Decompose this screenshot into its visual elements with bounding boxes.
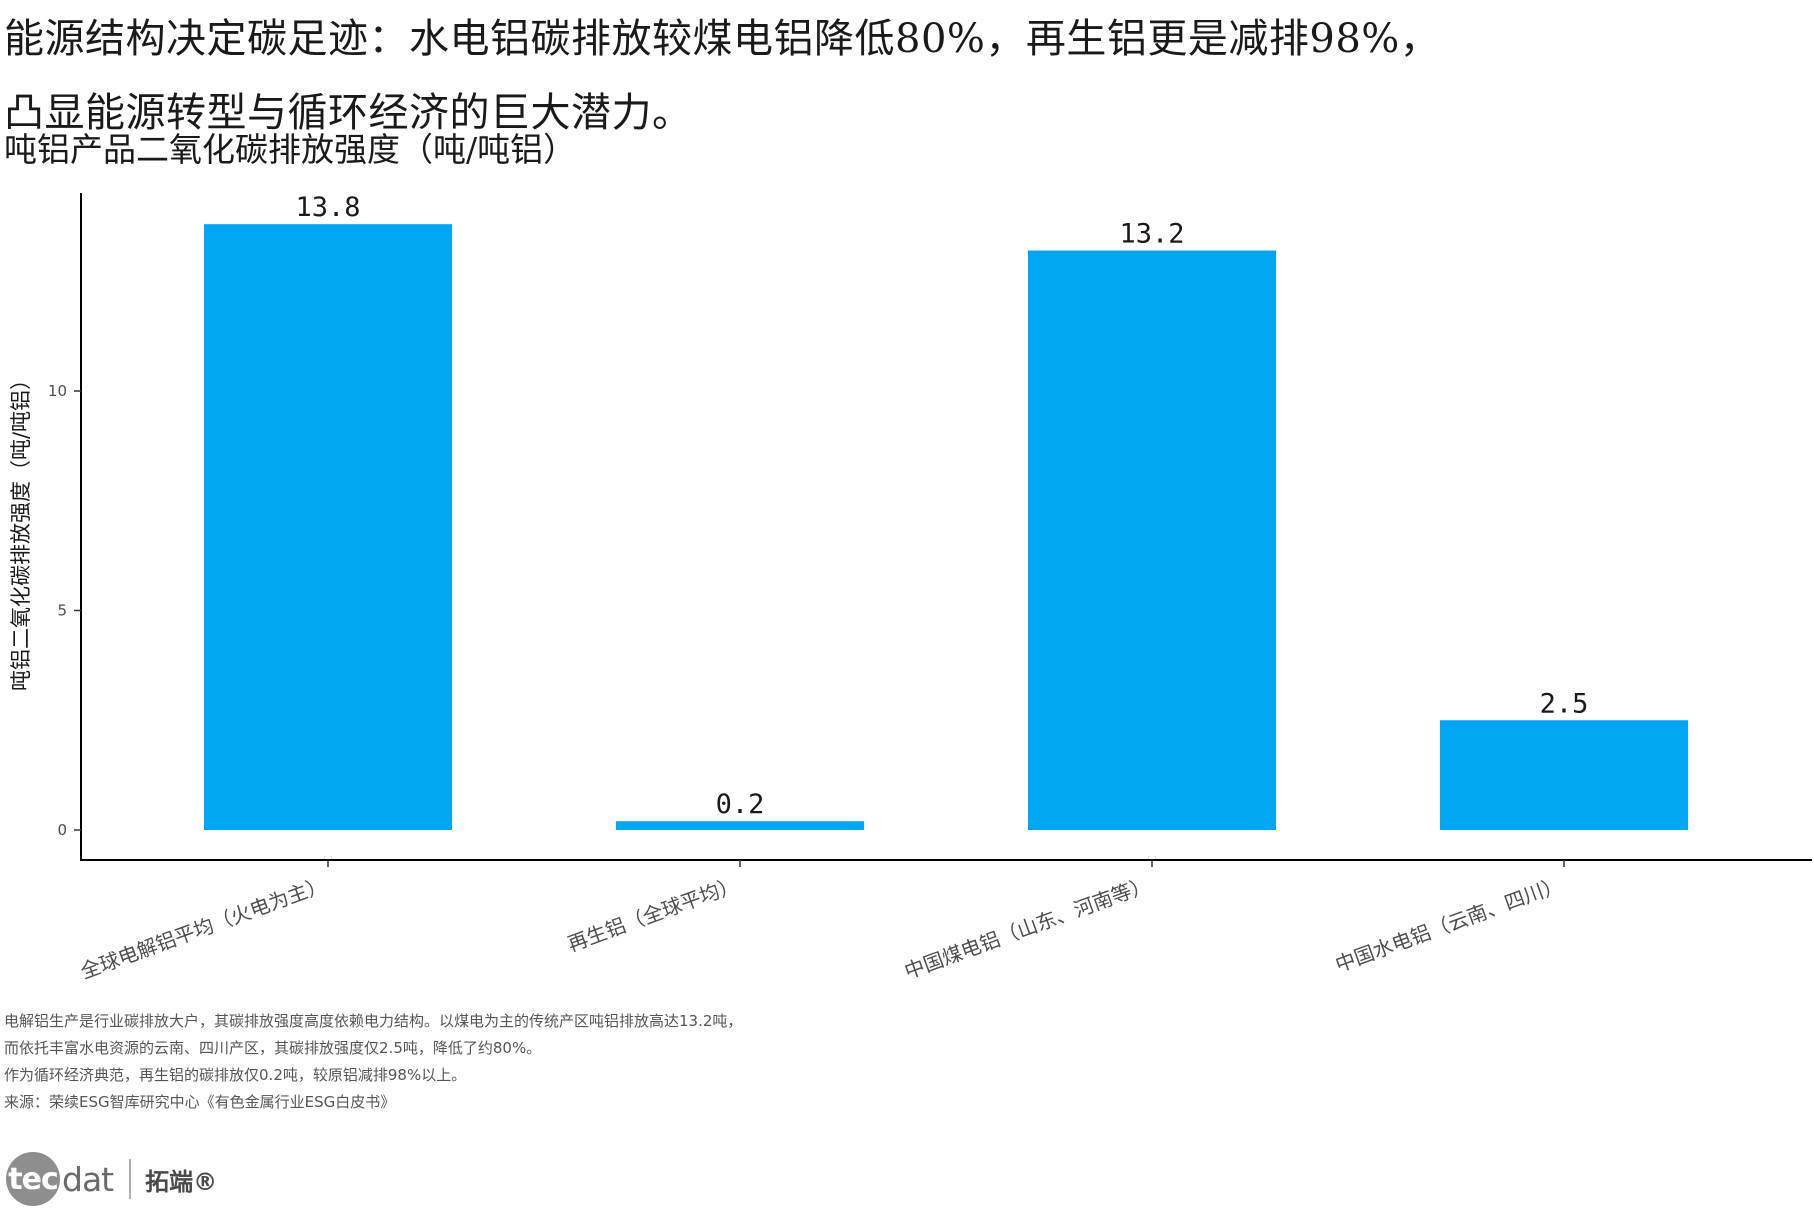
tecdat-logo: tec dat 拓端®: [6, 1150, 217, 1208]
note-line-2: 而依托丰富水电资源的云南、四川产区，其碳排放强度仅2.5吨，降低了约80%。: [4, 1039, 542, 1057]
source-line: 来源：荣续ESG智库研究中心《有色金属行业ESG白皮书》: [4, 1093, 396, 1111]
y-tick-label: 0: [57, 821, 67, 839]
bar: [616, 821, 864, 830]
logo-circle: tec: [6, 1152, 60, 1206]
x-tick-label: 中国煤电铝（山东、河南等）: [901, 872, 1154, 983]
headline-line-1: 能源结构决定碳足迹：水电铝碳排放较煤电铝降低80%，再生铝更是减排98%，: [4, 16, 1441, 62]
bar-value-label: 13.8: [295, 192, 360, 223]
note-line-1: 电解铝生产是行业碳排放大户，其碳排放强度高度依赖电力结构。以煤电为主的传统产区吨…: [4, 1012, 743, 1030]
y-tick-label: 10: [48, 382, 67, 400]
bar-value-label: 2.5: [1540, 688, 1589, 719]
chart-subtitle: 吨铝产品二氧化碳排放强度（吨/吨铝）: [4, 130, 577, 169]
x-tick-label: 再生铝（全球平均）: [564, 872, 741, 956]
logo-divider: [129, 1159, 132, 1199]
bar-value-label: 0.2: [716, 789, 765, 820]
bar: [1440, 720, 1688, 830]
bar-value-label: 13.2: [1119, 219, 1184, 250]
bar: [204, 224, 452, 830]
headline: 能源结构决定碳足迹：水电铝碳排放较煤电铝降低80%，再生铝更是减排98%， 凸显…: [4, 2, 1794, 150]
headline-line-2: 凸显能源转型与循环经济的巨大潜力。: [4, 90, 693, 136]
bar-chart: 0 5 10 吨铝二氧化碳排放强度（吨/吨铝） 13.8 全球电解铝平均（火电为主） 0.2…: [9, 192, 1812, 984]
bar: [1028, 250, 1276, 830]
logo-wordmark: dat: [62, 1159, 114, 1199]
x-tick-label: 全球电解铝平均（火电为主）: [77, 872, 330, 983]
x-tick-label: 中国水电铝（云南、四川）: [1332, 872, 1566, 977]
axes: [80, 193, 1812, 861]
note-line-3: 作为循环经济典范，再生铝的碳排放仅0.2吨，较原铝减排98%以上。: [4, 1066, 467, 1084]
notes: 电解铝生产是行业碳排放大户，其碳排放强度高度依赖电力结构。以煤电为主的传统产区吨…: [4, 1008, 742, 1116]
logo-chinese-name: 拓端®: [145, 1167, 218, 1196]
y-axis-label: 吨铝二氧化碳排放强度（吨/吨铝）: [9, 369, 33, 691]
logo-mark: tec dat: [6, 1150, 114, 1208]
y-tick-label: 5: [57, 602, 67, 620]
